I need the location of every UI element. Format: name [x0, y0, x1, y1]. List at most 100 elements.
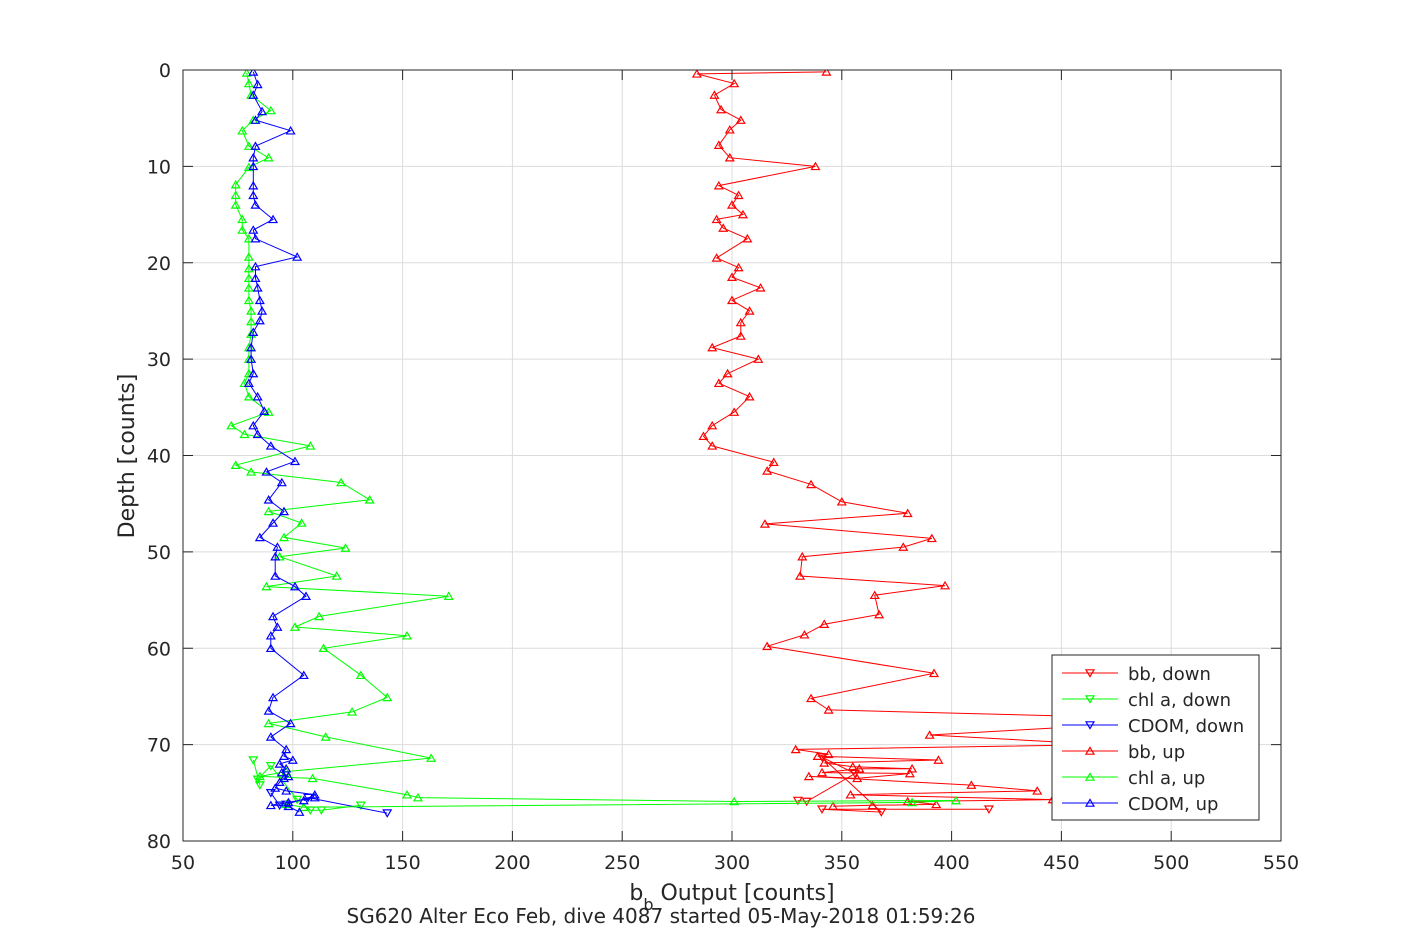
data-point: [713, 140, 724, 149]
data-point: [907, 797, 918, 807]
legend: bb, down chl a, down CDOM, down bb, up chl a…: [1051, 654, 1260, 821]
data-point: [270, 571, 281, 580]
data-point: [292, 795, 303, 805]
data-point: [257, 306, 268, 315]
legend-item: bb, down: [1062, 664, 1211, 685]
data-point: [966, 780, 977, 789]
data-point: [707, 441, 718, 450]
data-point: [726, 295, 738, 305]
data-point: [801, 797, 812, 807]
data-point: [819, 758, 830, 767]
legend-label: chl a, down: [1128, 690, 1231, 711]
data-point: [307, 773, 318, 783]
x-tick-label: 150: [384, 852, 420, 874]
data-point: [237, 125, 248, 135]
data-point: [239, 429, 250, 439]
data-point: [806, 479, 817, 489]
data-point: [939, 580, 951, 590]
legend-item: CDOM, up: [1062, 794, 1218, 815]
legend-label: bb, up: [1128, 742, 1185, 763]
y-tick-label: 30: [147, 349, 171, 371]
data-point: [735, 331, 746, 340]
data-point: [263, 706, 274, 715]
legend-item: bb, up: [1062, 742, 1185, 763]
data-point: [272, 542, 283, 551]
x-tick-label: 500: [1153, 852, 1189, 874]
data-point: [298, 802, 309, 812]
data-point: [237, 214, 248, 224]
data-point: [265, 105, 276, 115]
data-point: [874, 609, 885, 619]
data-point: [254, 532, 265, 542]
data-point: [735, 115, 746, 124]
data-point: [847, 762, 858, 771]
data-point: [711, 214, 722, 224]
data-point: [823, 749, 834, 759]
data-point: [298, 795, 309, 805]
data-point: [718, 223, 729, 232]
caption: SG620 Alter Eco Feb, dive 4087 started 0…: [347, 904, 976, 928]
data-point: [246, 467, 257, 476]
data-point: [248, 152, 259, 162]
data-point: [726, 272, 738, 282]
ticks: 50 100 150 200 250 300 350 400 450 500 550 0 10 20 30 4…: [147, 60, 1299, 874]
data-point: [250, 115, 261, 124]
data-point: [412, 792, 424, 802]
data-point: [272, 622, 283, 631]
data-point: [254, 295, 265, 305]
data-point: [252, 391, 263, 401]
data-point: [274, 777, 285, 787]
data-point: [318, 643, 329, 653]
data-point: [230, 179, 241, 189]
data-point: [265, 643, 276, 653]
data-point: [298, 670, 309, 680]
data-point: [691, 70, 702, 78]
data-point: [300, 591, 312, 601]
data-point: [827, 801, 839, 811]
legend-label: bb, down: [1128, 664, 1211, 685]
data-point: [713, 378, 724, 388]
data-point: [331, 571, 342, 580]
data-point: [729, 796, 740, 806]
data-point: [248, 368, 259, 378]
data-point: [924, 730, 935, 739]
data-point: [289, 622, 301, 631]
data-point: [278, 751, 290, 760]
data-point: [250, 261, 261, 271]
y-axis-label: Depth [counts]: [115, 374, 140, 539]
series-cdom-up: [243, 70, 320, 816]
data-point: [292, 252, 303, 261]
data-point: [285, 718, 296, 728]
data-point: [252, 79, 263, 89]
y-tick-label: 0: [159, 60, 171, 82]
x-tick-label: 200: [494, 852, 530, 874]
data-point: [243, 391, 254, 401]
data-point: [790, 744, 801, 754]
data-point: [926, 533, 937, 543]
data-point: [267, 214, 279, 224]
data-point: [241, 70, 252, 77]
data-point: [263, 718, 274, 728]
data-point: [698, 431, 709, 441]
data-point: [283, 771, 294, 781]
data-point: [744, 391, 755, 401]
data-point: [254, 771, 265, 781]
data-point: [812, 751, 823, 760]
data-point: [726, 200, 738, 209]
data-point: [263, 506, 274, 516]
data-layer: [226, 70, 1210, 818]
data-point: [729, 78, 740, 88]
data-point: [254, 315, 265, 325]
x-axis-label-subscript: b: [643, 895, 653, 914]
data-point: [867, 800, 878, 810]
data-point: [276, 477, 287, 487]
data-point: [287, 755, 298, 764]
legend-item: chl a, up: [1062, 768, 1205, 789]
legend-box: [1051, 654, 1260, 821]
data-point: [265, 732, 276, 741]
data-point: [254, 781, 265, 790]
data-point: [854, 763, 865, 773]
y-tick-label: 70: [147, 735, 171, 757]
x-axis-label-suffix: Output [counts]: [654, 881, 835, 906]
data-point: [305, 441, 316, 450]
